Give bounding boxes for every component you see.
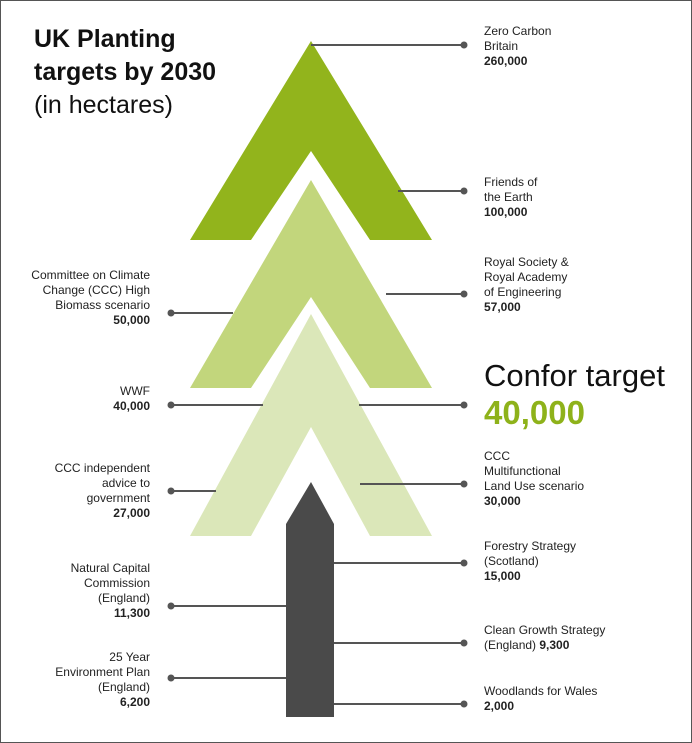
value-clean-growth-strategy: 9,300 bbox=[539, 638, 570, 652]
leader-dot-friends-of-the-earth bbox=[460, 187, 468, 195]
label-natural-capital-commission: Natural Capital Commission (England) 11,… bbox=[70, 561, 150, 620]
confor-target-value: 40,000 bbox=[484, 394, 585, 431]
confor-target-title: Confor target bbox=[484, 358, 665, 393]
label-wwf: WWF 40,000 bbox=[113, 384, 150, 413]
title-line-2: targets by 2030 bbox=[34, 58, 217, 86]
leader-dot-25-year-environment-plan bbox=[167, 674, 175, 682]
label-clean-growth-strategy: Clean Growth Strategy (England) 9,300 bbox=[484, 623, 606, 652]
label-royal-society: Royal Society & Royal Academy of Enginee… bbox=[484, 255, 569, 314]
chart-subtitle: (in hectares) bbox=[34, 91, 173, 119]
value-natural-capital-commission: 11,300 bbox=[113, 606, 150, 620]
value-zero-carbon-britain: 260,000 bbox=[484, 54, 528, 68]
leader-dot-confor-target bbox=[460, 401, 468, 409]
label-woodlands-for-wales: Woodlands for Wales 2,000 bbox=[484, 684, 598, 713]
value-friends-of-the-earth: 100,000 bbox=[484, 205, 528, 219]
leader-dot-natural-capital-commission bbox=[167, 602, 175, 610]
chart-title: UK Planting targets by 2030 bbox=[34, 23, 216, 89]
value-25-year-environment-plan: 6,200 bbox=[119, 695, 150, 709]
label-ccc-multifunctional: CCC Multifunctional Land Use scenario 30… bbox=[484, 449, 585, 508]
value-wwf: 40,000 bbox=[113, 399, 150, 413]
value-woodlands-for-wales: 2,000 bbox=[484, 699, 515, 713]
leader-dot-clean-growth-strategy bbox=[460, 639, 468, 647]
value-forestry-strategy-scotland: 15,000 bbox=[484, 569, 521, 583]
value-ccc-independent-advice: 27,000 bbox=[113, 506, 150, 520]
leader-lines bbox=[167, 41, 468, 708]
leader-dot-forestry-strategy-scotland bbox=[460, 559, 468, 567]
value-ccc-high-biomass: 50,000 bbox=[113, 313, 150, 327]
chevron-middle bbox=[190, 180, 432, 388]
chevron-top bbox=[190, 41, 432, 240]
tree-trunk bbox=[286, 482, 334, 717]
label-ccc-independent-advice: CCC independent advice to government 27,… bbox=[54, 461, 150, 520]
leader-dot-wwf bbox=[167, 401, 175, 409]
value-royal-society: 57,000 bbox=[484, 300, 521, 314]
chevron-bottom bbox=[190, 314, 432, 536]
label-ccc-high-biomass: Committee on Climate Change (CCC) High B… bbox=[31, 268, 150, 327]
label-zero-carbon-britain: Zero Carbon Britain 260,000 bbox=[484, 24, 552, 68]
leader-dot-ccc-multifunctional bbox=[460, 480, 468, 488]
leader-dot-ccc-independent-advice bbox=[167, 487, 175, 495]
leader-dot-ccc-high-biomass bbox=[167, 309, 175, 317]
leader-dot-zero-carbon-britain bbox=[460, 41, 468, 49]
label-friends-of-the-earth: Friends of the Earth 100,000 bbox=[484, 175, 538, 219]
title-line-1: UK Planting bbox=[34, 25, 176, 53]
label-25-year-environment-plan: 25 Year Environment Plan (England) 6,200 bbox=[55, 650, 150, 709]
label-forestry-strategy-scotland: Forestry Strategy (Scotland) 15,000 bbox=[484, 539, 577, 583]
leader-dot-woodlands-for-wales bbox=[460, 700, 468, 708]
value-ccc-multifunctional: 30,000 bbox=[484, 494, 521, 508]
leader-dot-royal-society bbox=[460, 290, 468, 298]
